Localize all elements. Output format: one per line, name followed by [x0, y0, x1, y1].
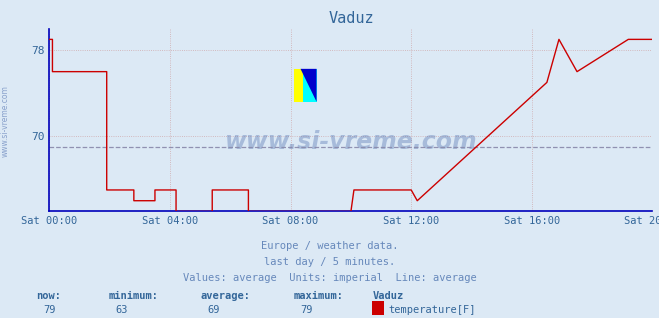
Text: www.si-vreme.com: www.si-vreme.com: [1, 85, 10, 157]
Text: 63: 63: [115, 305, 128, 315]
Text: temperature[F]: temperature[F]: [389, 305, 476, 315]
Text: Values: average  Units: imperial  Line: average: Values: average Units: imperial Line: av…: [183, 273, 476, 283]
Bar: [294, 69, 303, 102]
Text: 69: 69: [208, 305, 220, 315]
Text: Europe / weather data.: Europe / weather data.: [261, 241, 398, 252]
Title: Vaduz: Vaduz: [328, 11, 374, 26]
Text: last day / 5 minutes.: last day / 5 minutes.: [264, 257, 395, 267]
Text: minimum:: minimum:: [109, 291, 159, 301]
Text: maximum:: maximum:: [293, 291, 343, 301]
Text: Vaduz: Vaduz: [372, 291, 403, 301]
Text: 79: 79: [300, 305, 312, 315]
Bar: [303, 69, 316, 102]
Text: 79: 79: [43, 305, 55, 315]
Text: now:: now:: [36, 291, 61, 301]
Polygon shape: [301, 69, 316, 102]
Text: www.si-vreme.com: www.si-vreme.com: [225, 130, 477, 154]
Text: average:: average:: [201, 291, 251, 301]
